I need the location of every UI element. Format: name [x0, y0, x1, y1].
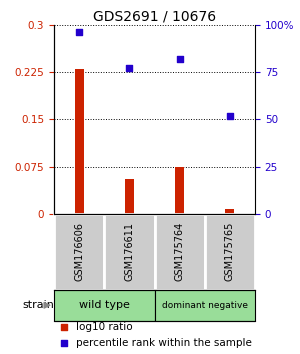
- Bar: [205, 214, 255, 290]
- Point: [177, 56, 182, 62]
- Bar: [75, 69, 84, 214]
- Bar: [154, 290, 255, 321]
- Text: GSM175764: GSM175764: [175, 222, 184, 281]
- Bar: [125, 179, 134, 214]
- Bar: [154, 214, 205, 290]
- Bar: [225, 209, 234, 214]
- Bar: [175, 167, 184, 214]
- Text: GSM176611: GSM176611: [124, 222, 134, 281]
- Text: GSM176606: GSM176606: [74, 222, 84, 281]
- Point: [77, 29, 82, 35]
- Text: log10 ratio: log10 ratio: [76, 322, 133, 332]
- Bar: [54, 214, 104, 290]
- Text: percentile rank within the sample: percentile rank within the sample: [76, 338, 252, 348]
- Point: [127, 65, 132, 71]
- Text: strain: strain: [22, 300, 54, 310]
- Bar: [104, 214, 154, 290]
- Text: dominant negative: dominant negative: [162, 301, 248, 310]
- Title: GDS2691 / 10676: GDS2691 / 10676: [93, 10, 216, 24]
- Text: GSM175765: GSM175765: [225, 222, 235, 281]
- Bar: [54, 290, 154, 321]
- Text: wild type: wild type: [79, 300, 130, 310]
- Point: [62, 324, 67, 330]
- Point: [227, 113, 232, 118]
- Point: [62, 340, 67, 346]
